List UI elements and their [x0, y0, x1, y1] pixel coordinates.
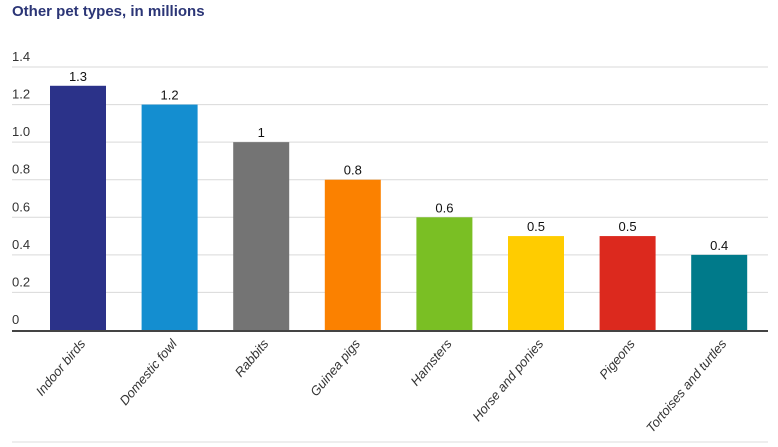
bar — [233, 142, 290, 330]
y-tick-label: 0.4 — [12, 237, 30, 252]
bar — [416, 217, 473, 330]
bar — [599, 236, 656, 330]
x-tick-label: Domestic fowl — [116, 335, 180, 407]
x-tick-label: Pigeons — [596, 336, 638, 382]
data-label: 0.4 — [710, 238, 728, 253]
x-tick-label: Hamsters — [407, 336, 455, 389]
y-tick-label: 0.2 — [12, 274, 30, 289]
chart-title: Other pet types, in millions — [12, 3, 205, 20]
x-tick-label: Indoor birds — [33, 336, 89, 399]
y-tick-label: 1.2 — [12, 87, 30, 102]
data-label: 0.5 — [619, 219, 637, 234]
y-tick-label: 0.6 — [12, 199, 30, 214]
data-label: 1.2 — [161, 88, 179, 103]
bar — [324, 179, 381, 330]
data-label: 1 — [258, 125, 265, 140]
data-label: 0.8 — [344, 163, 362, 178]
bar — [691, 254, 748, 330]
x-tick-label: Rabbits — [232, 336, 272, 380]
bar — [141, 104, 198, 330]
y-tick-label: 1.0 — [12, 124, 30, 139]
bar — [50, 85, 106, 331]
x-tick-label: Horse and ponies — [469, 336, 546, 424]
bar — [508, 236, 564, 330]
x-tick-label: Guinea pigs — [307, 336, 363, 399]
data-label: 1.3 — [69, 69, 87, 84]
y-tick-label: 0.8 — [12, 162, 30, 177]
data-label: 0.5 — [527, 219, 545, 234]
x-tick-label: Tortoises and turtles — [643, 336, 730, 435]
y-tick-label: 0 — [12, 312, 19, 327]
data-label: 0.6 — [435, 200, 453, 215]
y-tick-label: 1.4 — [12, 49, 30, 64]
